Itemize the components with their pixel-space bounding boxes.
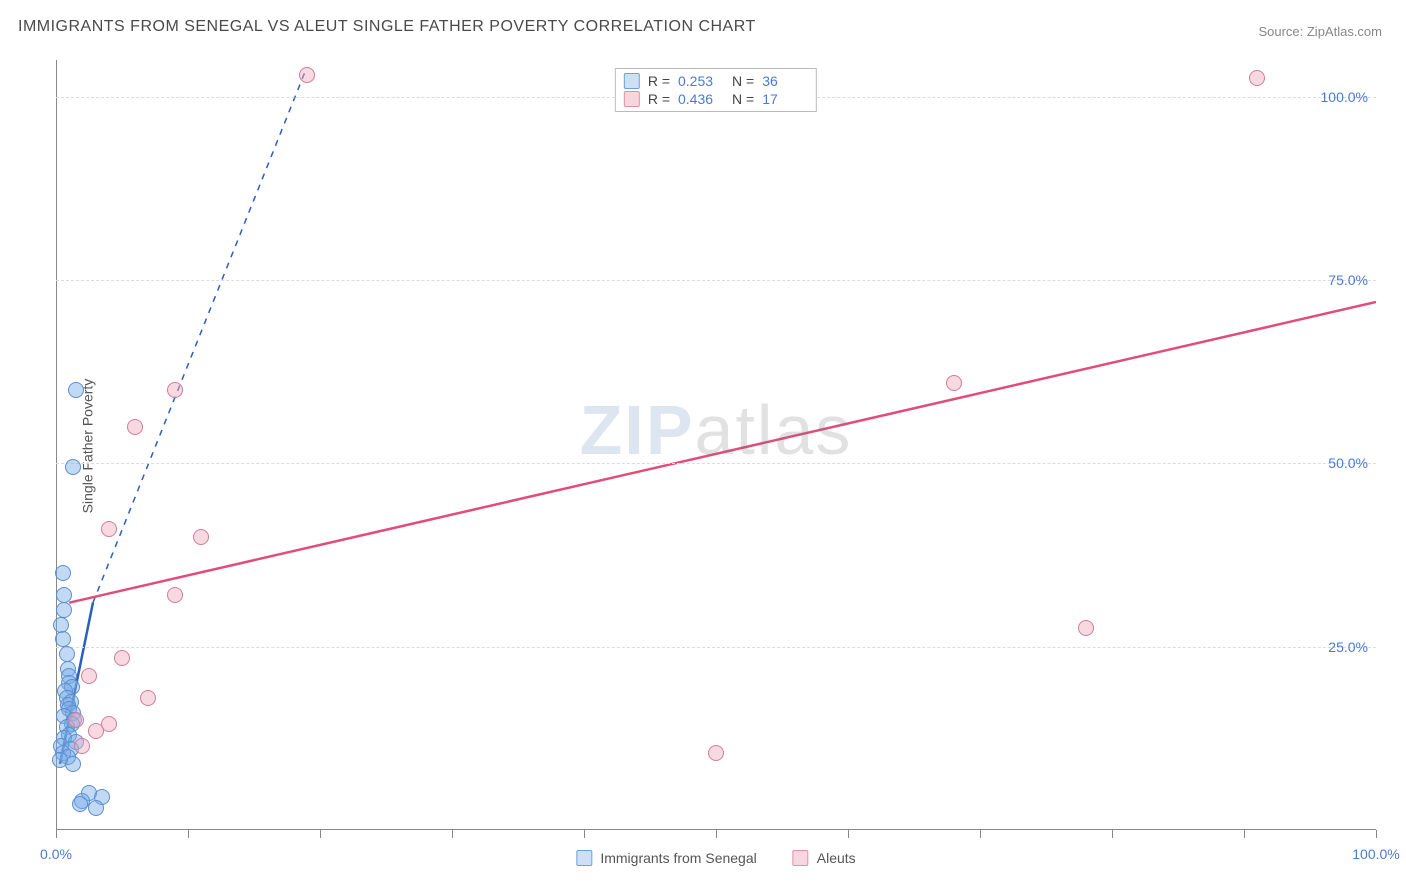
x-tick	[848, 830, 849, 838]
watermark-atlas: atlas	[695, 391, 853, 469]
legend-swatch	[576, 850, 592, 866]
watermark: ZIPatlas	[580, 390, 853, 470]
data-point	[55, 565, 71, 581]
data-point	[114, 650, 130, 666]
series-legend: Immigrants from Senegal Aleuts	[576, 850, 855, 866]
x-tick	[56, 830, 57, 838]
data-point	[56, 587, 72, 603]
correlation-legend: R = 0.253 N = 36 R = 0.436 N = 17	[615, 68, 817, 112]
x-tick	[716, 830, 717, 838]
legend-swatch	[624, 91, 640, 107]
n-value: 36	[762, 73, 808, 89]
source-value: ZipAtlas.com	[1307, 24, 1382, 39]
data-point	[88, 723, 104, 739]
r-label: R =	[648, 73, 670, 89]
r-value: 0.436	[678, 91, 724, 107]
legend-label: Aleuts	[817, 850, 856, 866]
legend-item: Aleuts	[793, 850, 856, 866]
data-point	[65, 756, 81, 772]
x-tick	[452, 830, 453, 838]
data-point	[1249, 70, 1265, 86]
data-point	[65, 459, 81, 475]
data-point	[55, 631, 71, 647]
x-tick-label: 100.0%	[1352, 846, 1399, 862]
chart-title: IMMIGRANTS FROM SENEGAL VS ALEUT SINGLE …	[18, 18, 756, 36]
r-value: 0.253	[678, 73, 724, 89]
data-point	[299, 67, 315, 83]
grid-line	[56, 463, 1376, 464]
grid-line	[56, 647, 1376, 648]
y-tick-label: 75.0%	[1328, 272, 1368, 288]
legend-row: R = 0.436 N = 17	[624, 91, 808, 107]
x-tick	[1112, 830, 1113, 838]
data-point	[68, 382, 84, 398]
watermark-zip: ZIP	[580, 391, 695, 469]
data-point	[81, 668, 97, 684]
n-value: 17	[762, 91, 808, 107]
n-label: N =	[732, 91, 754, 107]
legend-label: Immigrants from Senegal	[600, 850, 756, 866]
source-attribution: Source: ZipAtlas.com	[1258, 24, 1382, 39]
trend-lines-layer	[56, 60, 1376, 830]
trend-line	[93, 67, 307, 602]
data-point	[88, 800, 104, 816]
y-tick-label: 25.0%	[1328, 639, 1368, 655]
scatter-plot: ZIPatlas R =0.253N =36R =0.436N =17 Immi…	[56, 60, 1376, 830]
data-point	[74, 738, 90, 754]
legend-swatch	[624, 73, 640, 89]
x-tick	[188, 830, 189, 838]
data-point	[167, 587, 183, 603]
r-label: R =	[648, 91, 670, 107]
data-point	[946, 375, 962, 391]
data-point	[59, 646, 75, 662]
y-tick-label: 100.0%	[1321, 89, 1368, 105]
data-point	[68, 712, 84, 728]
x-tick-label: 0.0%	[40, 846, 72, 862]
y-tick-label: 50.0%	[1328, 455, 1368, 471]
grid-line	[56, 280, 1376, 281]
data-point	[127, 419, 143, 435]
data-point	[72, 796, 88, 812]
data-point	[53, 617, 69, 633]
legend-row: R = 0.253 N = 36	[624, 73, 808, 89]
data-point	[708, 745, 724, 761]
n-label: N =	[732, 73, 754, 89]
x-tick	[320, 830, 321, 838]
source-label: Source:	[1258, 24, 1306, 39]
x-tick	[1376, 830, 1377, 838]
x-tick	[1244, 830, 1245, 838]
data-point	[1078, 620, 1094, 636]
data-point	[101, 521, 117, 537]
x-tick	[980, 830, 981, 838]
legend-swatch	[793, 850, 809, 866]
data-point	[56, 602, 72, 618]
x-tick	[584, 830, 585, 838]
data-point	[167, 382, 183, 398]
data-point	[140, 690, 156, 706]
trend-line	[69, 302, 1376, 603]
data-point	[193, 529, 209, 545]
legend-item: Immigrants from Senegal	[576, 850, 756, 866]
